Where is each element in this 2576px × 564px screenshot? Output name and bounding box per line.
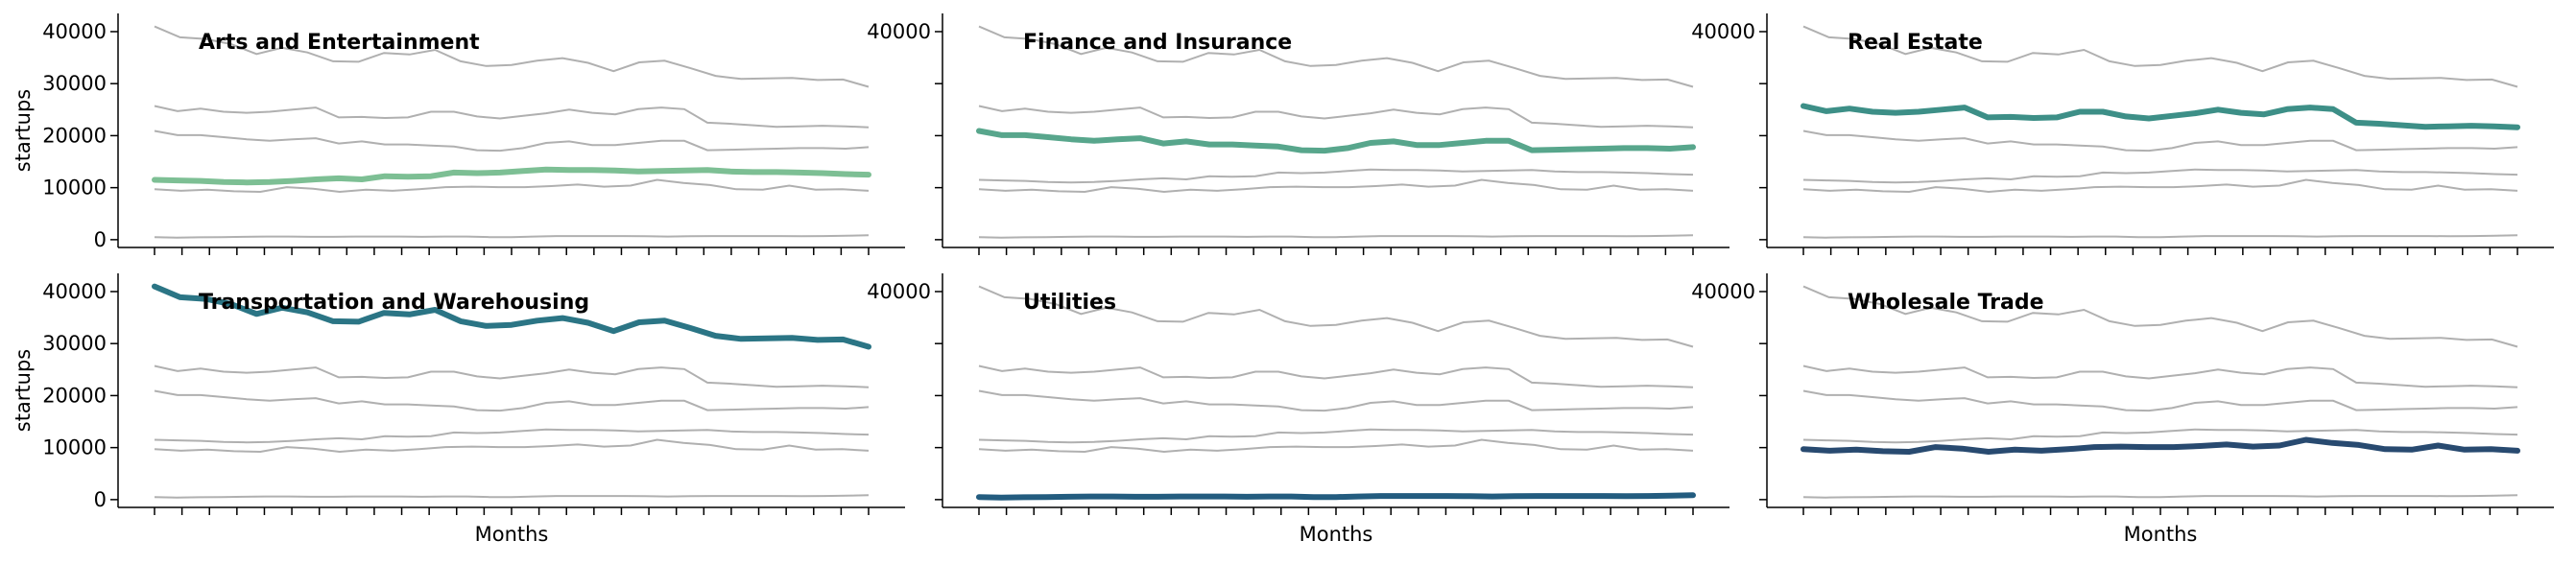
panel-title: Wholesale Trade xyxy=(1848,291,2044,315)
panel-transportation-and-warehousing: 0 10000 20000 30000 40000 Transportation and … xyxy=(12,273,905,546)
y-tick-label: 30000 xyxy=(42,72,107,95)
y-tick-label: 30000 xyxy=(42,332,107,355)
series-line-background xyxy=(978,389,1694,412)
panel-utilities: 40000 Utilities Months xyxy=(867,273,1729,546)
y-tick-label: 40000 xyxy=(867,280,931,303)
y-tick-label: 40000 xyxy=(1691,280,1755,303)
series-line-background xyxy=(978,364,1694,388)
series-line-background xyxy=(978,105,1694,129)
series-line-highlight xyxy=(976,128,1696,154)
series-line-background xyxy=(1802,494,2518,499)
y-tick-label: 0 xyxy=(94,488,107,511)
x-axis-label: Months xyxy=(1300,523,1373,546)
series-line-background xyxy=(978,178,1694,194)
series-line-highlight xyxy=(1801,436,2520,455)
series-line-background xyxy=(154,428,870,444)
series-line-background xyxy=(978,285,1694,348)
panel-title: Real Estate xyxy=(1848,31,1983,55)
series-line-background xyxy=(1802,25,2518,88)
y-axis-label: startups xyxy=(12,349,35,433)
y-tick-label: 20000 xyxy=(42,124,107,147)
series-line-background xyxy=(978,428,1694,444)
series-line-background xyxy=(1802,168,2518,184)
panel-title: Finance and Insurance xyxy=(1023,31,1292,55)
panel-title: Utilities xyxy=(1023,291,1116,315)
panel-real-estate: 40000 Real Estate xyxy=(1691,13,2554,255)
series-line-background xyxy=(154,234,870,239)
series-line-background xyxy=(154,438,870,454)
series-line-highlight xyxy=(152,166,871,186)
series-line-highlight xyxy=(1801,103,2520,130)
series-line-background xyxy=(1802,285,2518,348)
series-line-highlight xyxy=(976,492,1696,501)
series-line-background xyxy=(154,389,870,412)
y-axis-label: startups xyxy=(12,89,35,173)
panel-title: Arts and Entertainment xyxy=(199,31,480,55)
series-line-background xyxy=(978,234,1694,239)
panel-arts-and-entertainment: 0 10000 20000 30000 40000 Arts and Entertainm… xyxy=(12,13,905,255)
y-tick-label: 20000 xyxy=(42,384,107,407)
series-line-background xyxy=(1802,428,2518,444)
series-line-background xyxy=(154,178,870,194)
series-line-background xyxy=(154,25,870,88)
panel-title: Transportation and Warehousing xyxy=(199,291,589,315)
series-line-background xyxy=(1802,364,2518,388)
panel-wholesale-trade: 40000 Wholesale Trade Months xyxy=(1691,273,2554,546)
y-tick-label: 40000 xyxy=(42,20,107,43)
series-line-highlight xyxy=(152,283,871,350)
y-tick-label: 10000 xyxy=(42,436,107,459)
series-line-background xyxy=(154,129,870,153)
series-line-background xyxy=(1802,178,2518,194)
series-line-background xyxy=(978,168,1694,184)
series-line-background xyxy=(1802,129,2518,153)
x-axis-label: Months xyxy=(475,523,549,546)
x-axis-label: Months xyxy=(2124,523,2198,546)
y-tick-label: 10000 xyxy=(42,176,107,200)
series-line-background xyxy=(978,25,1694,88)
y-tick-label: 0 xyxy=(94,228,107,251)
series-line-background xyxy=(1802,234,2518,239)
y-tick-label: 40000 xyxy=(867,20,931,43)
y-tick-label: 40000 xyxy=(42,280,107,303)
series-line-background xyxy=(154,105,870,129)
series-line-background xyxy=(978,438,1694,454)
series-line-background xyxy=(154,494,870,499)
series-line-background xyxy=(1802,389,2518,412)
panel-finance-and-insurance: 40000 Finance and Insurance xyxy=(867,13,1729,255)
series-line-background xyxy=(154,364,870,388)
y-tick-label: 40000 xyxy=(1691,20,1755,43)
